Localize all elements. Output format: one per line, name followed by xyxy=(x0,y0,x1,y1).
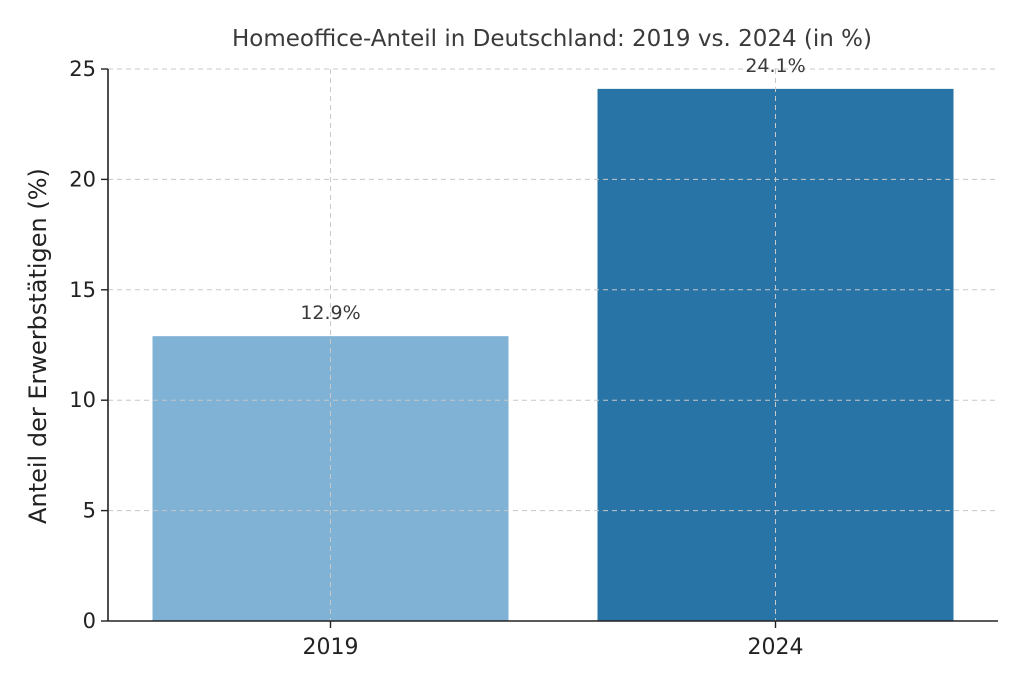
y-tick-label-0: 0 xyxy=(83,609,96,633)
y-tick-label-25: 25 xyxy=(69,57,96,81)
y-axis-label: Anteil der Erwerbstätigen (%) xyxy=(24,168,52,524)
y-tick-label-15: 15 xyxy=(69,278,96,302)
data-label-2019: 12.9% xyxy=(300,302,360,324)
y-tick-label-10: 10 xyxy=(69,388,96,412)
x-tick-label-2024: 2024 xyxy=(748,635,804,660)
x-tick-label-2019: 2019 xyxy=(303,635,359,660)
plot-area: 0 5 10 15 20 25 2019 2024 12.9% 24.1% xyxy=(69,55,998,660)
y-tick-label-20: 20 xyxy=(69,167,96,191)
y-tick-label-5: 5 xyxy=(83,499,96,523)
chart-title: Homeoffice-Anteil in Deutschland: 2019 v… xyxy=(232,26,872,52)
data-label-2024: 24.1% xyxy=(745,55,805,77)
